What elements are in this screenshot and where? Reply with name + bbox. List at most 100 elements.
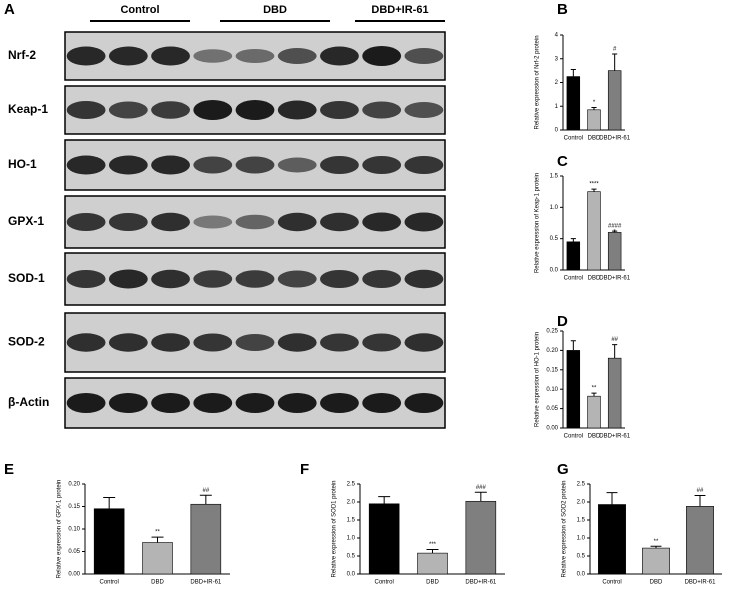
blot-band: [108, 101, 148, 119]
blot-band: [66, 155, 106, 175]
panel-letter: B: [557, 1, 568, 18]
bar: [642, 547, 670, 575]
blot-band: [277, 333, 317, 352]
bar: [417, 552, 448, 575]
y-tick-label: 1.5: [347, 518, 356, 524]
blot-band: [193, 156, 233, 174]
error-bar: [606, 492, 618, 505]
blot-band: [320, 46, 359, 66]
bar: [566, 350, 581, 429]
bar: [598, 504, 626, 575]
blot-band: [235, 270, 275, 288]
y-tick-label: 1.0: [550, 205, 559, 211]
group-label: Control: [120, 4, 159, 16]
x-tick-label: Control: [99, 580, 118, 586]
row-label: SOD-2: [8, 335, 45, 349]
significance: *: [613, 230, 616, 236]
x-tick-label: Control: [602, 580, 621, 586]
x-tick-label: DBD: [588, 136, 601, 142]
panel-letter: F: [300, 461, 309, 478]
error-bar: [378, 496, 391, 504]
y-tick-label: 0.05: [68, 549, 80, 555]
blot-band: [151, 101, 190, 119]
blot-band: [362, 333, 402, 352]
error-bar: [103, 497, 116, 509]
y-tick-label: 0.0: [577, 572, 586, 578]
y-tick-label: 1.0: [577, 536, 586, 542]
blot-band: [362, 156, 402, 174]
bar: [566, 241, 581, 271]
x-tick-label: DBD: [588, 434, 601, 440]
panel-letter: E: [4, 461, 14, 478]
y-tick-label: 2.5: [347, 482, 356, 488]
x-tick-label: Control: [564, 434, 583, 440]
y-tick-label: 1.0: [347, 536, 356, 542]
y-tick-label: 0.5: [347, 554, 356, 560]
blot-band: [277, 212, 317, 232]
error-bar: [199, 494, 212, 505]
blot-band: [404, 212, 444, 232]
bar: [142, 542, 173, 575]
y-tick-label: 0.15: [546, 367, 558, 373]
y-tick-label: 0.05: [546, 406, 558, 412]
y-tick-label: 0.0: [550, 268, 559, 274]
x-tick-label: DBD: [151, 580, 164, 586]
blot-band: [151, 212, 190, 232]
y-tick-label: 0.5: [550, 236, 559, 242]
blot-band: [235, 156, 275, 174]
blot-band: [108, 393, 148, 413]
significance: #: [613, 47, 617, 53]
error-bar: [612, 230, 618, 233]
bar: [93, 508, 125, 575]
y-axis-label: Relative expression of Nrf-2 protein: [535, 35, 541, 129]
x-tick-label: DBD+IR-61: [599, 276, 631, 282]
blot-band: [320, 333, 359, 352]
y-axis-label: Relative expression of SOD2 protein: [562, 480, 568, 577]
y-tick-label: 0.5: [577, 554, 586, 560]
panel-letter: A: [4, 1, 15, 18]
blot-band: [151, 155, 190, 175]
x-tick-label: DBD: [650, 580, 663, 586]
blot-band: [362, 270, 402, 288]
significance: ###: [476, 485, 487, 491]
y-tick-label: 2.0: [577, 500, 586, 506]
x-tick-label: Control: [564, 136, 583, 142]
blot-band: [277, 270, 317, 288]
y-tick-label: 0.15: [68, 504, 80, 510]
error-bar: [151, 536, 164, 543]
y-axis-label: Relative expression of HO-1 protein: [535, 332, 541, 427]
y-tick-label: 0.00: [546, 426, 558, 432]
blot-band: [66, 270, 106, 288]
error-bar: [591, 188, 597, 192]
significance: **: [592, 386, 597, 392]
row-label: HO-1: [8, 157, 37, 171]
row-label: β-Actin: [8, 395, 49, 409]
blot-band: [362, 46, 402, 66]
bar: [607, 70, 622, 131]
blot-band: [235, 100, 275, 120]
blot-band: [277, 100, 317, 120]
blot-band: [404, 102, 444, 118]
error-bar: [474, 491, 487, 502]
bar: [607, 357, 622, 429]
y-tick-label: 0.0: [347, 572, 356, 578]
error-bar: [570, 340, 576, 351]
significance: ##: [697, 488, 704, 494]
x-tick-label: Control: [564, 276, 583, 282]
blot-band: [320, 101, 359, 119]
blot-band: [277, 393, 317, 413]
error-bar: [612, 53, 618, 71]
blot-band: [404, 48, 444, 64]
blot-band: [404, 333, 444, 352]
y-tick-label: 0.20: [546, 348, 558, 354]
blot-band: [151, 393, 190, 413]
blot-band: [362, 212, 402, 232]
blot-band: [320, 156, 359, 174]
blot-band: [108, 213, 148, 231]
error-bar: [426, 549, 439, 554]
bar: [368, 503, 400, 575]
y-tick-label: 0.10: [546, 387, 558, 393]
row-label: Keap-1: [8, 102, 48, 116]
blot-band: [235, 334, 275, 351]
